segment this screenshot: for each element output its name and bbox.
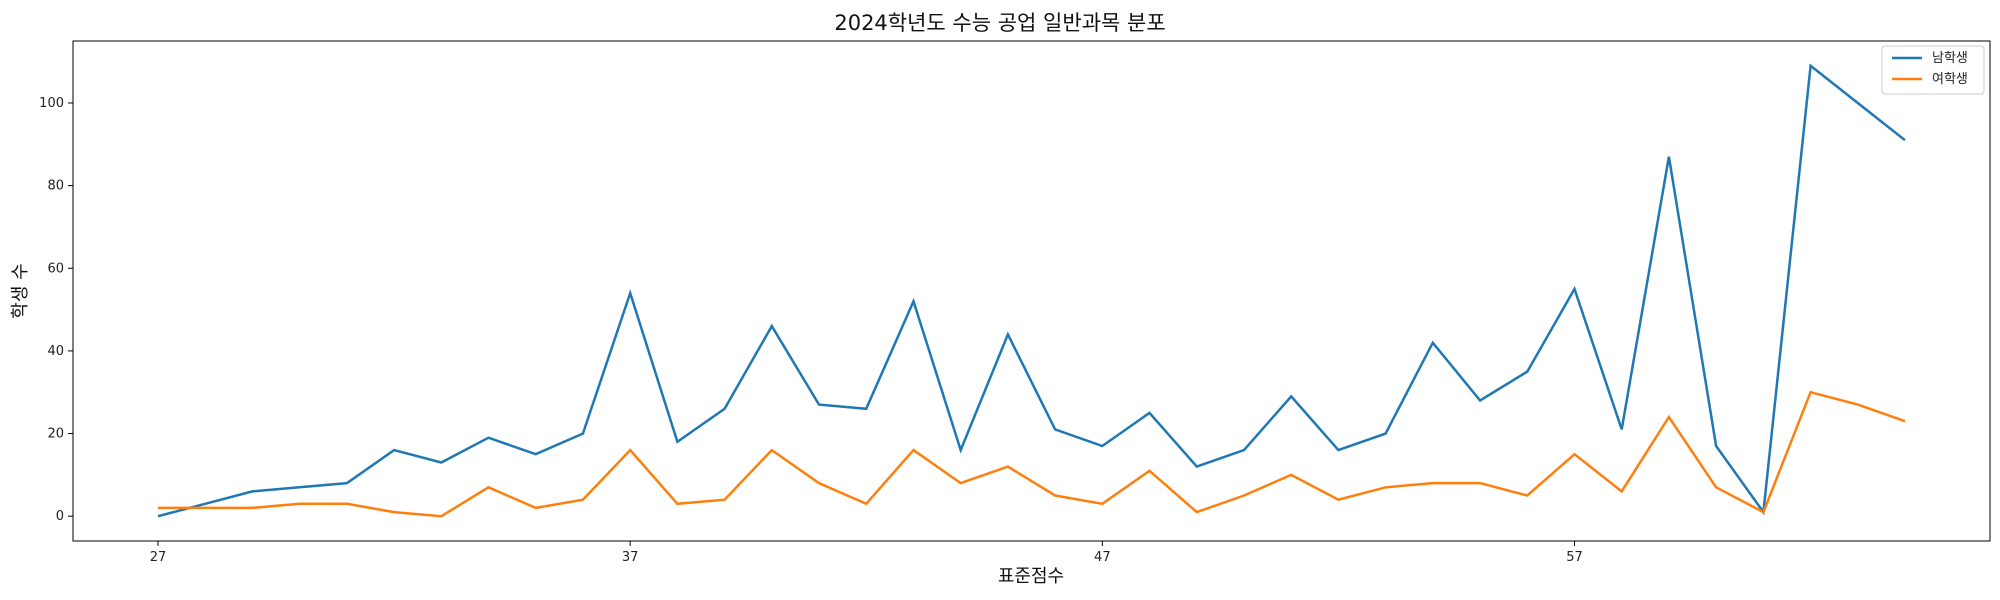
y-tick-label: 40 — [47, 344, 64, 359]
plot-area — [72, 40, 1991, 542]
y-tick-label: 20 — [47, 427, 64, 442]
x-axis: 27 37 47 57 — [150, 541, 1583, 565]
series-lines — [157, 63, 1906, 518]
chart-title: 2024학년도 수능 공업 일반과목 분포 — [834, 11, 1165, 35]
series-line-2 — [158, 390, 1906, 518]
legend-label: 여학생 — [1932, 72, 1968, 87]
y-tick-label: 0 — [56, 509, 64, 524]
x-tick-label: 47 — [1094, 550, 1111, 565]
x-axis-title: 표준점수 — [998, 566, 1064, 587]
y-tick-label: 80 — [47, 179, 64, 194]
x-tick-label: 37 — [622, 550, 639, 565]
x-tick-label: 27 — [150, 550, 167, 565]
y-tick-label: 100 — [39, 96, 64, 111]
series-line-1 — [157, 63, 1906, 518]
y-axis: 0 20 40 60 80 100 — [39, 96, 73, 524]
x-tick-label: 57 — [1566, 550, 1583, 565]
y-axis-title: 학생 수 — [10, 263, 31, 318]
y-tick-label: 60 — [47, 261, 64, 276]
legend-label: 남학생 — [1932, 51, 1968, 66]
